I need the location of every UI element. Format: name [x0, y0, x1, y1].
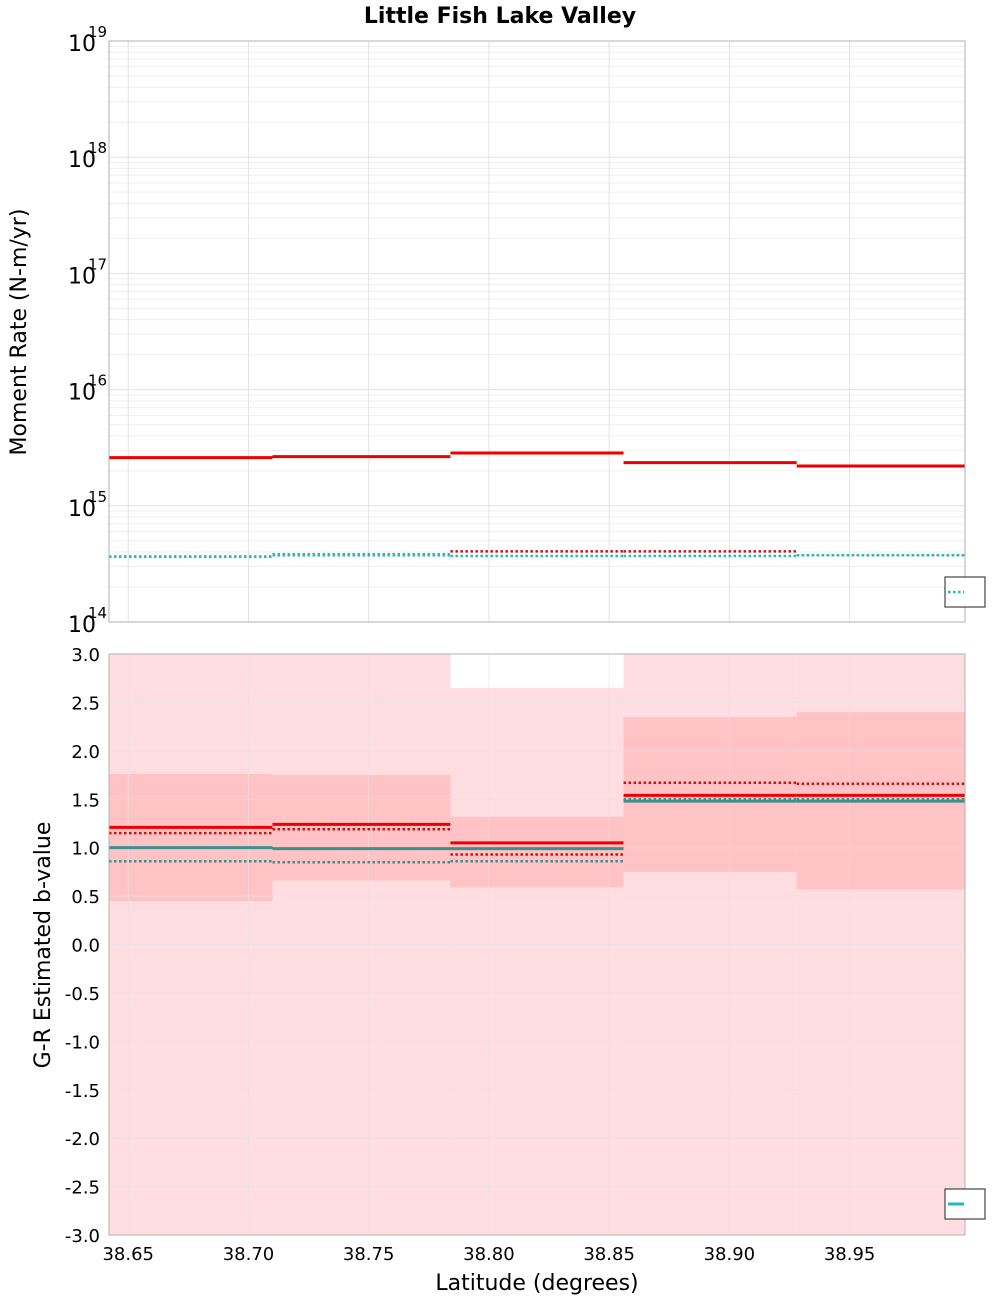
dark-band-bin: [109, 774, 273, 901]
top-y-tick-exponent: 19: [88, 23, 107, 41]
light-band-bin: [450, 687, 624, 1235]
top-y-tick-base: 10: [68, 264, 96, 289]
x-tick-label: 38.80: [463, 1244, 515, 1265]
x-ticks: 38.65 38.70 38.75 38.80 38.85 38.90 38.95: [102, 1244, 875, 1265]
top-y-tick-exponent: 18: [88, 139, 107, 157]
bottom-y-tick-label: -2.0: [65, 1129, 100, 1150]
x-tick-label: 38.65: [102, 1244, 154, 1265]
x-tick-label: 38.70: [223, 1244, 275, 1265]
x-tick-label: 38.75: [343, 1244, 395, 1265]
chart-title: Little Fish Lake Valley: [364, 4, 636, 29]
top-y-tick-base: 10: [68, 381, 96, 406]
dark-band-bin: [272, 775, 451, 881]
top-y-tick-base: 10: [68, 497, 96, 522]
bottom-y-tick-label: 3.0: [71, 645, 100, 666]
bottom-y-tick-label: -0.5: [65, 984, 100, 1005]
bottom-y-tick-label: -1.5: [65, 1081, 100, 1102]
x-axis-label: Latitude (degrees): [435, 1271, 638, 1296]
bottom-y-tick-label: -3.0: [65, 1226, 100, 1247]
bottom-y-tick-label: 1.5: [71, 790, 100, 811]
x-tick-label: 38.95: [824, 1244, 876, 1265]
top-y-tick-base: 10: [68, 32, 96, 57]
top-y-tick-base: 10: [68, 613, 96, 638]
top-legend-box: [944, 576, 986, 608]
top-series-group: [109, 451, 965, 558]
top-y-tick-exponent: 14: [88, 604, 107, 622]
dark-band-bin: [450, 816, 624, 888]
bottom-y-tick-label: -1.0: [65, 1032, 100, 1053]
top-y-tick-base: 10: [68, 148, 96, 173]
bottom-y-tick-label: 0.0: [71, 936, 100, 957]
top-y-tick-exponent: 17: [88, 255, 107, 273]
bottom-y-tick-label: -2.5: [65, 1178, 100, 1199]
bottom-gridlines: [109, 653, 965, 1236]
top-plot-area: [109, 41, 965, 622]
b-value-panel: 3.0 2.5 2.0 1.5 1.0 0.5 0.0 -0.5 -1.0 -1.5 -2.0 -2.…: [31, 645, 986, 1296]
top-y-axis-label: Moment Rate (N-m/yr): [7, 209, 32, 456]
bottom-plot-frame: [108, 653, 966, 1236]
bottom-y-tick-label: 1.0: [71, 839, 100, 860]
top-legend[interactable]: [944, 576, 986, 608]
x-tick-label: 38.85: [583, 1244, 635, 1265]
bottom-y-tick-label: 2.0: [71, 742, 100, 763]
x-tick-label: 38.90: [704, 1244, 756, 1265]
top-plot-frame: [108, 40, 966, 623]
bottom-series-group: [109, 781, 965, 864]
bottom-y-axis-label: G-R Estimated b-value: [31, 822, 56, 1069]
bottom-y-tick-label: 2.5: [71, 693, 100, 714]
bottom-y-tick-label: 0.5: [71, 887, 100, 908]
bottom-legend[interactable]: [944, 1188, 986, 1220]
bottom-y-ticks: 3.0 2.5 2.0 1.5 1.0 0.5 0.0 -0.5 -1.0 -1.5 -2.0 -2.…: [65, 645, 100, 1247]
top-y-tick-exponent: 15: [88, 488, 107, 506]
top-y-tick-exponent: 16: [88, 372, 107, 390]
top-gridlines: [109, 40, 965, 623]
